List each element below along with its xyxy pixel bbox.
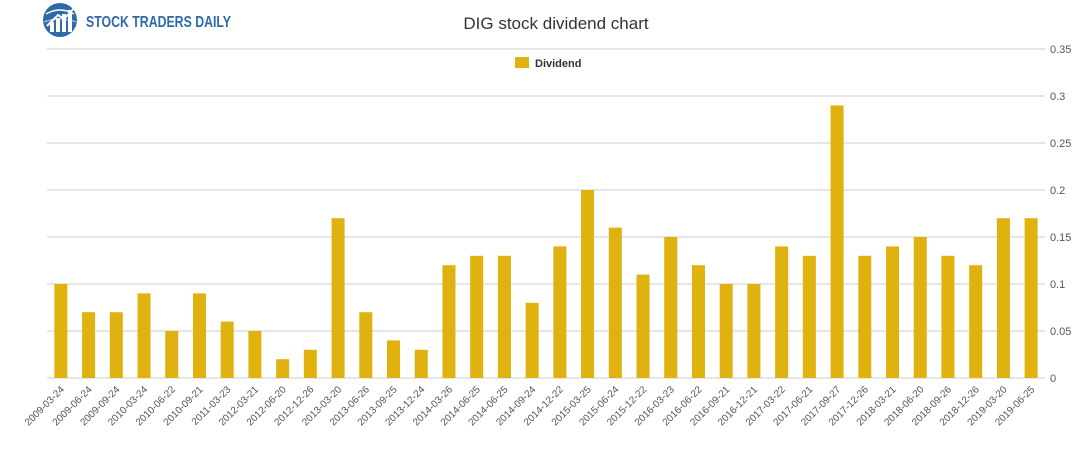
bar — [830, 105, 844, 379]
bar — [802, 255, 816, 378]
y-tick-label: 0.05 — [1050, 326, 1071, 338]
legend-label: Dividend — [535, 58, 581, 70]
bar — [165, 331, 179, 378]
chart-title: DIG stock dividend chart — [463, 14, 648, 33]
y-axis-tick-labels: 0 0.05 0.1 0.15 0.2 0.25 0.3 0.35 — [1050, 44, 1071, 385]
bar — [137, 293, 151, 378]
bar — [636, 274, 650, 378]
y-tick-label: 0.2 — [1050, 185, 1065, 197]
bars — [54, 105, 1038, 379]
bar — [497, 255, 511, 378]
bar — [691, 265, 705, 378]
bar — [525, 302, 539, 378]
bar — [719, 284, 733, 378]
bar — [608, 227, 622, 378]
y-tick-label: 0.25 — [1050, 138, 1071, 150]
bar — [303, 349, 317, 378]
bar — [387, 340, 401, 378]
y-tick-label: 0.35 — [1050, 44, 1071, 56]
bar — [470, 255, 484, 378]
bar — [996, 218, 1010, 378]
bar — [220, 321, 234, 378]
y-tick-label: 0.3 — [1050, 91, 1065, 103]
bar — [359, 312, 373, 378]
y-tick-label: 0.1 — [1050, 279, 1065, 291]
y-tick-label: 0 — [1050, 373, 1056, 385]
bar — [414, 349, 428, 378]
bar — [1024, 218, 1038, 378]
bar — [553, 246, 567, 378]
bar — [941, 255, 955, 378]
x-axis-tick-labels: 2009-03-242009-06-242009-09-242010-03-24… — [23, 384, 1038, 428]
bar — [969, 265, 983, 378]
bar — [248, 331, 262, 378]
bar — [664, 237, 678, 378]
bar — [886, 246, 900, 378]
bar — [54, 284, 68, 378]
bar — [442, 265, 456, 378]
bar — [913, 237, 927, 378]
bar — [775, 246, 789, 378]
bar — [858, 255, 872, 378]
brand-logo: STOCK TRADERS DAILY — [43, 3, 231, 37]
grid-lines — [47, 48, 1045, 379]
globe-chart-icon — [43, 3, 77, 37]
y-tick-label: 0.15 — [1050, 232, 1071, 244]
bar — [109, 312, 123, 378]
bar — [581, 190, 595, 378]
bar — [82, 312, 96, 378]
legend-swatch — [515, 57, 529, 68]
bar — [192, 293, 206, 378]
legend: Dividend — [515, 57, 581, 70]
bar — [276, 359, 290, 378]
bar — [331, 218, 345, 378]
bar — [747, 284, 761, 378]
brand-name: STOCK TRADERS DAILY — [86, 14, 231, 31]
